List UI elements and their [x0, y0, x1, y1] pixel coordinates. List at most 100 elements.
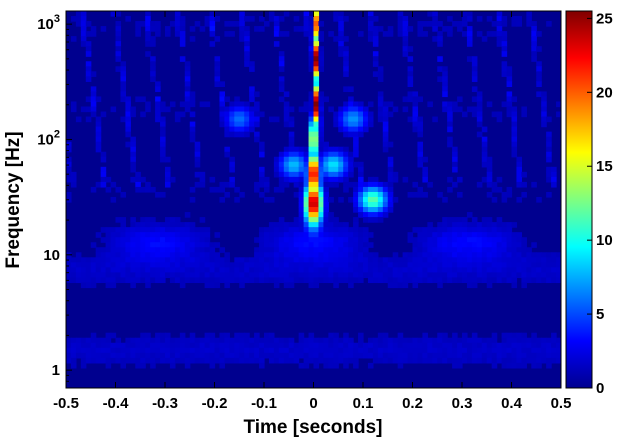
heatmap-cell [105, 262, 112, 268]
heatmap-cell [476, 222, 483, 228]
heatmap-cell [278, 347, 285, 354]
heatmap-cell [516, 166, 522, 173]
heatmap-cell [150, 227, 156, 233]
heatmap-cell [184, 61, 191, 67]
heatmap-cell [358, 227, 364, 233]
heatmap-cell [442, 227, 448, 233]
heatmap-cell [392, 277, 399, 284]
heatmap-cell [80, 342, 87, 349]
heatmap-cell [481, 222, 488, 228]
heatmap-cell [313, 171, 320, 178]
heatmap-cell [308, 166, 315, 173]
heatmap-cell [363, 116, 369, 123]
heatmap-cell [254, 337, 260, 344]
heatmap-cell [278, 352, 285, 359]
heatmap-cell [209, 337, 216, 344]
heatmap-cell [333, 16, 339, 22]
heatmap-cell [471, 262, 478, 268]
heatmap-cell [318, 217, 324, 223]
heatmap-cell [323, 141, 329, 148]
heatmap-cell [348, 227, 354, 233]
heatmap-cell [536, 257, 542, 263]
heatmap-cell [372, 342, 379, 349]
heatmap-cell [382, 141, 389, 148]
heatmap-cell [377, 277, 384, 284]
heatmap-cell [179, 337, 186, 344]
heatmap-cell [432, 16, 438, 22]
heatmap-cell [249, 267, 255, 273]
heatmap-cell [313, 357, 320, 364]
heatmap-cell [100, 342, 107, 349]
heatmap-cell [224, 111, 230, 118]
heatmap-cell [145, 186, 151, 193]
heatmap-cell [343, 101, 349, 108]
heatmap-cell [224, 267, 230, 273]
heatmap-cell [293, 267, 300, 273]
heatmap-cell [387, 342, 394, 349]
heatmap-cell [199, 352, 206, 359]
heatmap-cell [268, 116, 275, 123]
heatmap-cell [541, 277, 547, 284]
heatmap-cell [150, 71, 156, 77]
heatmap-cell [179, 277, 186, 284]
heatmap-cell [417, 141, 423, 148]
heatmap-cell [278, 272, 285, 279]
heatmap-cell [402, 51, 409, 57]
heatmap-cell [150, 362, 156, 369]
heatmap-cell [105, 252, 112, 258]
heatmap-cell [422, 156, 428, 163]
heatmap-cell [288, 237, 295, 243]
heatmap-cell [323, 176, 329, 183]
heatmap-cell [377, 106, 384, 113]
heatmap-cell [462, 272, 468, 279]
heatmap-cell [259, 26, 265, 32]
heatmap-cell [135, 242, 141, 248]
heatmap-cell [66, 146, 72, 153]
heatmap-cell [452, 232, 458, 238]
heatmap-cell [219, 121, 225, 128]
heatmap-cell [442, 81, 448, 87]
heatmap-cell [358, 212, 364, 218]
heatmap-cell [367, 262, 374, 268]
heatmap-cell [353, 121, 359, 128]
heatmap-cell [452, 106, 458, 113]
heatmap-cell [140, 252, 146, 258]
heatmap-cell [229, 21, 235, 27]
heatmap-cell [417, 126, 423, 133]
heatmap-cell [318, 116, 324, 123]
heatmap-cell [90, 347, 97, 354]
heatmap-cell [343, 332, 349, 339]
heatmap-cell [75, 277, 82, 284]
heatmap-cell [387, 267, 394, 273]
heatmap-cell [343, 222, 349, 228]
heatmap-cell [189, 357, 196, 364]
heatmap-cell [184, 96, 191, 103]
heatmap-cell [308, 146, 315, 153]
heatmap-cell [308, 51, 315, 57]
heatmap-cell [160, 272, 166, 279]
heatmap-cell [174, 272, 181, 279]
heatmap-cell [343, 46, 349, 52]
heatmap-cell [239, 272, 245, 279]
heatmap-cell [481, 217, 488, 223]
heatmap-cell [536, 31, 542, 37]
heatmap-cell [70, 16, 77, 22]
heatmap-cell [338, 36, 344, 42]
heatmap-cell [115, 337, 122, 344]
heatmap-cell [466, 257, 473, 263]
heatmap-cell [273, 267, 280, 273]
heatmap-cell [214, 66, 221, 72]
heatmap-cell [239, 121, 245, 128]
heatmap-cell [442, 272, 448, 279]
heatmap-cell [491, 227, 498, 233]
heatmap-cell [268, 222, 275, 228]
heatmap-cell [511, 121, 518, 128]
heatmap-cell [466, 357, 473, 364]
heatmap-cell [194, 171, 201, 178]
heatmap-cell [481, 247, 488, 253]
heatmap-cell [318, 156, 324, 163]
heatmap-cell [318, 131, 324, 138]
heatmap-cell [160, 106, 166, 113]
heatmap-cell [288, 342, 295, 349]
heatmap-cell [140, 262, 146, 268]
